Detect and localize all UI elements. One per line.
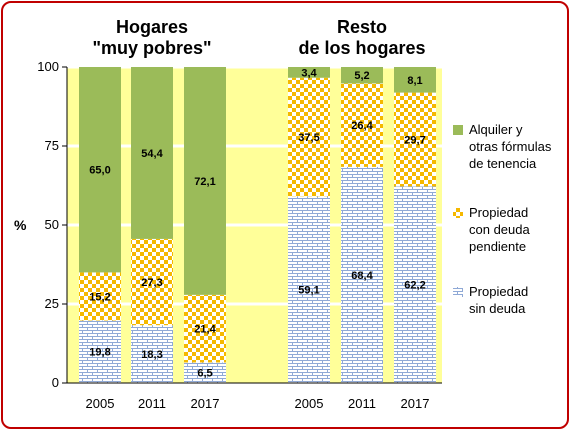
legend-label-alquiler-line-0: Alquiler y [469, 122, 523, 137]
data-label-0-2011-con_deuda: 27,3 [141, 277, 162, 289]
legend-swatch-sin_deuda [453, 287, 463, 297]
legend-swatch-con_deuda [453, 208, 463, 218]
data-label-1-2017-alquiler: 8,1 [407, 75, 422, 87]
group-title-0-line-0: Hogares [116, 17, 188, 37]
x-tick-label-1-2005: 2005 [295, 396, 324, 411]
y-tick-label-0: 0 [52, 375, 59, 390]
bar-1-2005-alquiler [288, 67, 330, 78]
bar-1-2005-sin_deuda [288, 196, 330, 383]
data-label-0-2011-alquiler: 54,4 [141, 148, 163, 160]
data-label-1-2005-alquiler: 3,4 [301, 67, 317, 79]
bar-1-2017-con_deuda [394, 92, 436, 187]
data-label-0-2005-alquiler: 65,0 [89, 165, 110, 177]
data-label-1-2017-con_deuda: 29,7 [404, 135, 425, 147]
data-label-1-2011-sin_deuda: 68,4 [351, 270, 373, 282]
y-tick-label-100: 100 [37, 59, 59, 74]
bar-1-2011-con_deuda [341, 83, 383, 167]
bar-0-2005-con_deuda [79, 272, 121, 321]
group-title-0-line-1: "muy pobres" [92, 38, 211, 58]
legend-swatch-alquiler [453, 125, 463, 135]
data-label-0-2005-sin_deuda: 19,8 [89, 347, 110, 359]
bar-0-2017-alquiler [184, 67, 226, 295]
bar-1-2005-con_deuda [288, 77, 330, 197]
x-tick-label-0-2011: 2011 [138, 396, 166, 411]
y-axis-label: % [14, 217, 27, 233]
y-tick-label-25: 25 [45, 296, 59, 311]
bar-1-2017-alquiler [394, 67, 436, 93]
x-tick-label-1-2017: 2017 [401, 396, 430, 411]
data-label-1-2011-con_deuda: 26,4 [351, 120, 373, 132]
y-tick-label-75: 75 [45, 138, 59, 153]
legend-label-con_deuda-line-0: Propiedad [469, 205, 528, 220]
x-tick-label-0-2005: 2005 [86, 396, 115, 411]
data-label-0-2011-sin_deuda: 18,3 [141, 349, 162, 361]
bar-0-2011-alquiler [131, 67, 173, 239]
bar-0-2005-alquiler [79, 67, 121, 273]
legend-label-alquiler-line-1: otras fórmulas [469, 139, 552, 154]
bar-0-2017-con_deuda [184, 294, 226, 363]
bar-1-2011-alquiler [341, 67, 383, 84]
data-label-0-2017-sin_deuda: 6,5 [197, 368, 212, 380]
bar-0-2017-sin_deuda [184, 362, 226, 383]
bar-0-2011-sin_deuda [131, 325, 173, 383]
data-label-0-2017-alquiler: 72,1 [194, 176, 215, 188]
legend-label-con_deuda-line-1: con deuda [469, 222, 530, 237]
bar-1-2017-sin_deuda [394, 186, 436, 383]
bar-0-2005-sin_deuda [79, 320, 121, 383]
data-label-1-2005-con_deuda: 37,5 [298, 132, 319, 144]
x-tick-label-1-2011: 2011 [348, 396, 376, 411]
data-label-1-2011-alquiler: 5,2 [354, 70, 369, 82]
bar-1-2011-sin_deuda [341, 166, 383, 383]
data-label-1-2017-sin_deuda: 62,2 [404, 280, 425, 292]
legend-label-alquiler-line-2: de tenencia [469, 156, 537, 171]
legend-label-con_deuda-line-2: pendiente [469, 239, 526, 254]
data-label-0-2005-con_deuda: 15,2 [89, 291, 110, 303]
y-tick-label-50: 50 [45, 217, 59, 232]
x-tick-label-0-2017: 2017 [191, 396, 220, 411]
group-title-1-line-0: Resto [337, 17, 387, 37]
group-title-1-line-1: de los hogares [298, 38, 425, 58]
data-label-0-2017-con_deuda: 21,4 [194, 324, 216, 336]
legend-label-sin_deuda-line-1: sin deuda [469, 301, 526, 316]
legend-label-sin_deuda-line-0: Propiedad [469, 284, 528, 299]
data-label-1-2005-sin_deuda: 59,1 [298, 285, 319, 297]
bar-0-2011-con_deuda [131, 238, 173, 326]
